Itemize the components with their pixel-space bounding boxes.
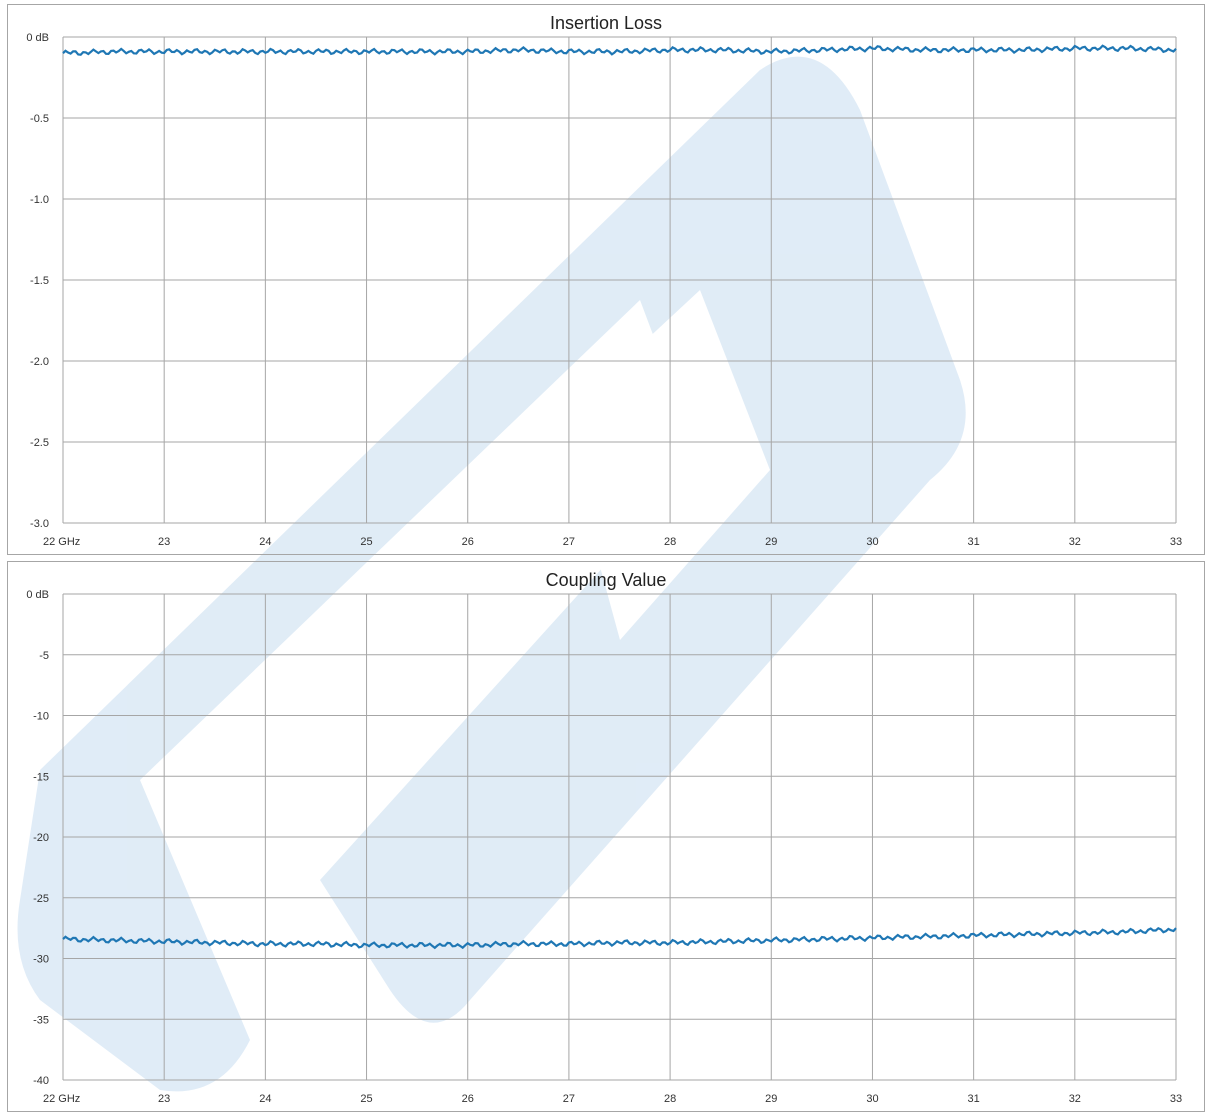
x-tick-label: 24 xyxy=(259,1093,271,1105)
x-tick-label: 27 xyxy=(563,1093,575,1105)
chart-title: Coupling Value xyxy=(545,570,667,590)
x-tick-label: 25 xyxy=(360,1093,372,1105)
x-tick-label: 26 xyxy=(462,536,474,548)
y-tick-label: -10 xyxy=(33,711,49,723)
y-tick-label: -3.0 xyxy=(30,518,49,530)
x-tick-label: 28 xyxy=(664,536,676,548)
y-tick-label: -0.5 xyxy=(30,113,49,125)
x-tick-label: 31 xyxy=(968,1093,980,1105)
coupling-value-chart-panel: Coupling Value 22 GHz 23 24 25 26 27 28 29 30 31 3… xyxy=(7,561,1205,1112)
insertion-loss-plot: 22 GHz 23 24 25 26 27 28 29 30 31 32 33 0 dB -0.5 -1.0… xyxy=(26,32,1182,548)
coupling-value-plot: 22 GHz 23 24 25 26 27 28 29 30 31 32 33 0 dB -5 -10 -15… xyxy=(26,589,1182,1105)
x-tick-label: 23 xyxy=(158,536,170,548)
y-tick-label: -35 xyxy=(33,1014,49,1026)
x-tick-label: 29 xyxy=(765,536,777,548)
chart-title: Insertion Loss xyxy=(549,13,663,33)
y-tick-label: -25 xyxy=(33,893,49,905)
y-tick-label: -2.5 xyxy=(30,437,49,449)
y-tick-label: -40 xyxy=(33,1075,49,1087)
x-tick-label: 32 xyxy=(1069,1093,1081,1105)
y-tick-label: -1.5 xyxy=(30,275,49,287)
x-tick-label: 27 xyxy=(563,536,575,548)
x-tick-label: 33 xyxy=(1170,1093,1182,1105)
x-tick-label: 31 xyxy=(968,536,980,548)
series-line xyxy=(62,44,1177,56)
insertion-loss-chart-panel: Insertion Loss 22 GHz 23 24 25 26 27 28 29 30 31 3… xyxy=(7,4,1205,555)
x-tick-label: 28 xyxy=(664,1093,676,1105)
x-tick-label: 26 xyxy=(462,1093,474,1105)
x-tick-label: 22 GHz xyxy=(43,536,80,548)
x-tick-label: 32 xyxy=(1069,536,1081,548)
x-tick-label: 29 xyxy=(765,1093,777,1105)
y-tick-label: -30 xyxy=(33,954,49,966)
y-tick-label: -20 xyxy=(33,832,49,844)
x-tick-label: 30 xyxy=(866,1093,878,1105)
x-tick-label: 24 xyxy=(259,536,271,548)
x-tick-label: 23 xyxy=(158,1093,170,1105)
series-line xyxy=(62,927,1177,950)
y-tick-label: -5 xyxy=(39,650,49,662)
y-tick-label: -2.0 xyxy=(30,356,49,368)
y-tick-label: 0 dB xyxy=(26,589,49,601)
y-tick-label: -1.0 xyxy=(30,194,49,206)
x-tick-label: 33 xyxy=(1170,536,1182,548)
x-tick-label: 25 xyxy=(360,536,372,548)
x-tick-label: 22 GHz xyxy=(43,1093,80,1105)
x-tick-label: 30 xyxy=(866,536,878,548)
y-tick-label: 0 dB xyxy=(26,32,49,44)
y-tick-label: -15 xyxy=(33,771,49,783)
